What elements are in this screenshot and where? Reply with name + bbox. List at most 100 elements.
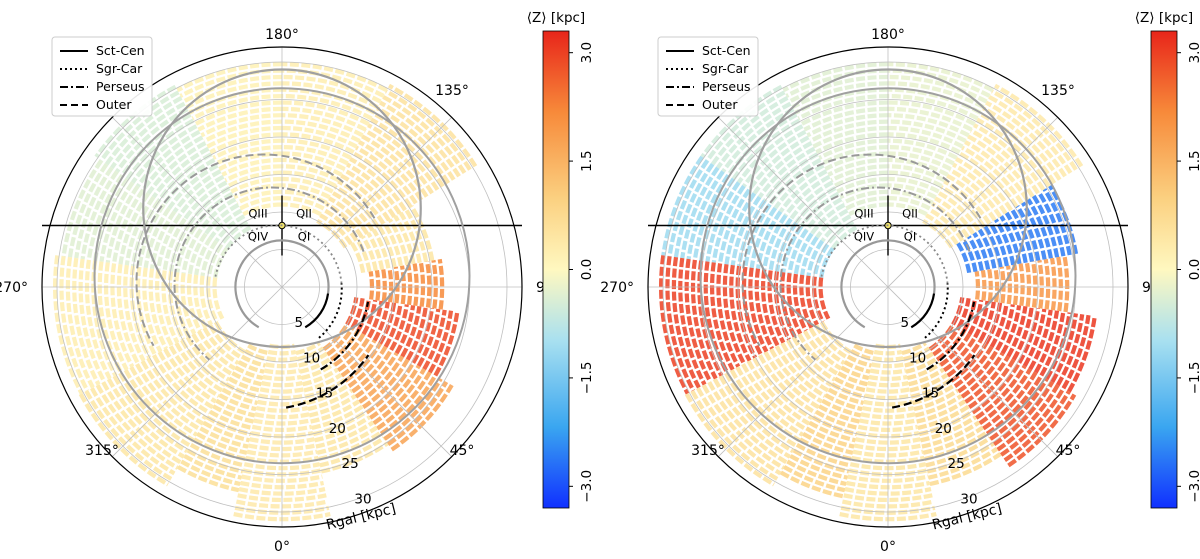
heatmap-cell bbox=[1017, 307, 1041, 364]
heatmap-cell bbox=[955, 157, 1013, 212]
heatmap-cell bbox=[975, 364, 1027, 420]
heatmap-cell bbox=[281, 157, 343, 177]
heatmap-sector bbox=[901, 341, 1002, 487]
heatmap-cell bbox=[988, 221, 1009, 267]
heatmap-cell bbox=[191, 94, 283, 121]
heatmap-cell bbox=[416, 308, 441, 367]
heatmap-cell bbox=[281, 145, 349, 166]
theta-grid-line bbox=[718, 286, 889, 457]
heatmap-cell bbox=[298, 351, 329, 368]
heatmap-cell bbox=[437, 258, 445, 310]
heatmap-cell bbox=[354, 352, 399, 399]
legend-box bbox=[657, 36, 759, 117]
heatmap-cell bbox=[808, 327, 846, 365]
heatmap-cell bbox=[180, 339, 227, 387]
heatmap-cell bbox=[973, 123, 1046, 191]
legend-label: Sct-Cen bbox=[96, 43, 145, 58]
heatmap-cell bbox=[281, 183, 331, 200]
heatmap-cell bbox=[887, 81, 985, 110]
heatmap-cell bbox=[690, 259, 718, 380]
heatmap-cell bbox=[393, 215, 416, 265]
heatmap-cell bbox=[686, 170, 725, 260]
heatmap-sector bbox=[176, 62, 283, 217]
heatmap-cell bbox=[833, 170, 889, 188]
heatmap-cell bbox=[940, 185, 986, 229]
theta-tick-label: 270° bbox=[0, 280, 28, 296]
theta-tick-label: 45° bbox=[1056, 443, 1081, 459]
theta-tick-label: 180° bbox=[871, 27, 905, 43]
heatmap-cell bbox=[314, 415, 371, 443]
heatmap-cell bbox=[791, 81, 889, 110]
heatmap-cell bbox=[362, 358, 410, 410]
heatmap-sector bbox=[974, 255, 1070, 313]
heatmap-cell bbox=[931, 202, 970, 239]
heatmap-cell bbox=[99, 181, 135, 262]
heatmap-cell bbox=[219, 219, 249, 246]
heatmap-cell bbox=[168, 345, 221, 398]
heatmap-cell bbox=[887, 106, 973, 132]
heatmap-cell bbox=[711, 184, 746, 263]
heatmap-cell bbox=[786, 339, 833, 387]
heatmap-cell bbox=[322, 207, 359, 242]
qi-qiv-circle bbox=[142, 68, 422, 349]
heatmap-cell bbox=[352, 151, 413, 208]
heatmap-cell bbox=[86, 173, 125, 261]
heatmap-cell bbox=[340, 339, 377, 378]
heatmap-cell bbox=[308, 394, 357, 418]
heatmap-cell bbox=[379, 374, 438, 436]
heatmap-cell bbox=[80, 170, 119, 260]
heatmap-cell bbox=[167, 163, 219, 210]
heatmap-cell bbox=[141, 135, 204, 192]
heatmap-cell bbox=[804, 197, 843, 232]
heatmap-cell bbox=[281, 100, 370, 126]
heatmap-cell bbox=[382, 221, 403, 267]
heatmap-cell bbox=[789, 454, 848, 480]
heatmap-cell bbox=[148, 268, 168, 350]
r-tick-label: 10 bbox=[303, 350, 320, 366]
heatmap-cell bbox=[364, 128, 434, 195]
heatmap-cell bbox=[1018, 263, 1025, 306]
heatmap-cell bbox=[782, 62, 889, 93]
heatmap-cell bbox=[369, 364, 421, 420]
heatmap-cell bbox=[194, 236, 213, 276]
heatmap-cell bbox=[763, 351, 820, 410]
heatmap-cell bbox=[783, 465, 846, 493]
heatmap-cell bbox=[928, 207, 965, 242]
heatmap-cell bbox=[1033, 310, 1060, 374]
heatmap-cell bbox=[399, 265, 406, 305]
quadrant-label: QIII bbox=[248, 207, 267, 221]
heatmap-cell bbox=[887, 74, 988, 104]
heatmap-cell bbox=[398, 211, 422, 264]
heatmap-cell bbox=[1055, 314, 1085, 387]
heatmap-cell bbox=[142, 267, 163, 353]
heatmap-cell bbox=[905, 357, 938, 374]
heatmap-cell bbox=[161, 270, 180, 344]
heatmap-cell bbox=[929, 452, 1002, 487]
heatmap-cell bbox=[978, 301, 996, 342]
heatmap-cell bbox=[789, 180, 834, 221]
r-tick-label: 20 bbox=[329, 421, 346, 437]
heatmap-cell bbox=[887, 62, 994, 93]
heatmap-cell bbox=[328, 196, 369, 235]
heatmap-cell bbox=[806, 113, 889, 138]
heatmap-cell bbox=[358, 355, 405, 404]
heatmap-cell bbox=[976, 117, 1051, 188]
heatmap-cell bbox=[973, 300, 990, 339]
r-tick-label: 30 bbox=[354, 491, 371, 507]
heatmap-cell bbox=[825, 219, 855, 246]
heatmap-cell bbox=[760, 269, 780, 347]
arm-sgr-car bbox=[318, 283, 343, 339]
heatmap-cell bbox=[206, 276, 219, 323]
heatmap-cell bbox=[718, 375, 795, 454]
heatmap-cell bbox=[712, 378, 791, 459]
heatmap-cell bbox=[836, 176, 889, 194]
heatmap-cell bbox=[315, 420, 375, 449]
heatmap-cell bbox=[778, 169, 828, 213]
heatmap-cell bbox=[909, 372, 949, 393]
heatmap-cell bbox=[980, 269, 987, 301]
heatmap-cell bbox=[659, 255, 690, 395]
heatmap-cell bbox=[809, 119, 889, 143]
heatmap-cell bbox=[431, 259, 438, 309]
heatmap-cell bbox=[361, 299, 378, 336]
heatmap-sector bbox=[922, 83, 1084, 249]
